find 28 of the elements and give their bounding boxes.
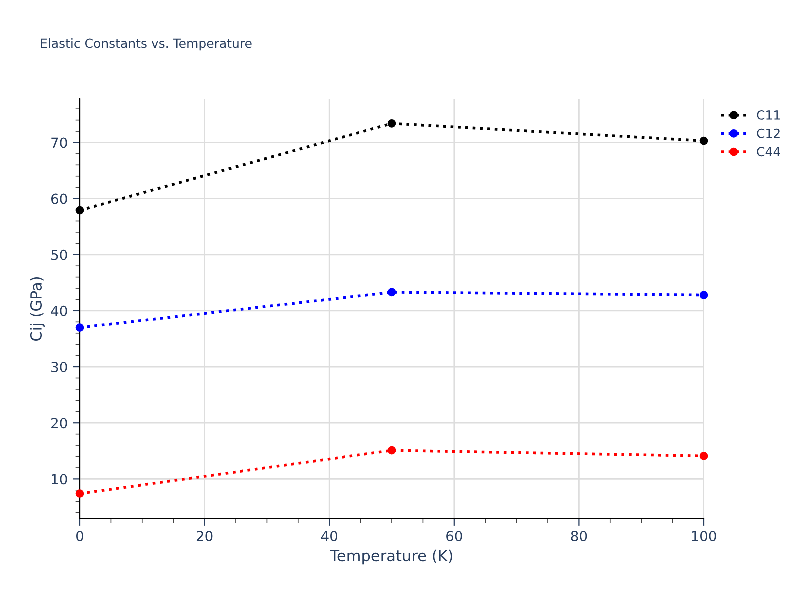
y-tick-label: 10 (52, 474, 68, 485)
point (388, 120, 396, 128)
point (700, 291, 708, 300)
x-tick-label: 40 (321, 531, 338, 542)
legend-label: C12 (757, 128, 780, 138)
chart-title: Elastic Constants vs. Temperature (41, 38, 252, 51)
x-tick-label: 100 (692, 531, 716, 542)
point (76, 206, 84, 215)
y-tick-label: 50 (52, 250, 68, 260)
point (700, 136, 708, 146)
x-tick-label: 20 (196, 531, 213, 542)
point (388, 288, 396, 297)
y-axis-title: Cij (GPa) (30, 277, 45, 341)
x-tick-label: 0 (76, 531, 84, 542)
y-tick-label: 40 (51, 306, 68, 316)
point (76, 324, 84, 332)
point (388, 446, 396, 455)
x-axis-title: Temperature (K) (330, 550, 452, 565)
legend-label: C44 (757, 147, 780, 157)
point (76, 490, 84, 498)
point (700, 452, 708, 460)
legend-label: C11 (757, 110, 780, 120)
y-tick-label: 30 (52, 362, 68, 373)
x-tick-label: 60 (446, 531, 462, 542)
y-tick-label: 70 (52, 138, 68, 148)
y-tick-label: 60 (51, 194, 68, 204)
x-tick-label: 80 (571, 531, 588, 542)
y-tick-label: 20 (52, 418, 68, 429)
